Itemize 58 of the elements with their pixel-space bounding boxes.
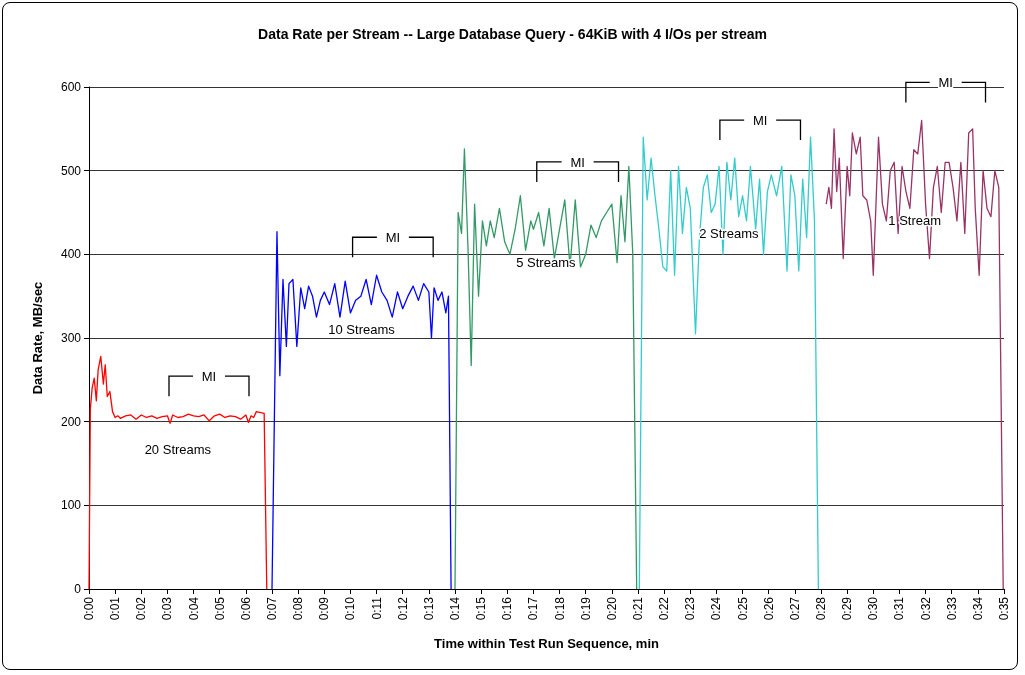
x-tick-label: 0:34: [970, 596, 985, 621]
x-tick-label: 0:09: [317, 596, 332, 621]
x-tick-label: 0:18: [552, 596, 567, 621]
x-tick-label: 0:32: [918, 596, 933, 621]
x-tick-label: 0:28: [814, 596, 828, 621]
x-tick-label: 0:23: [683, 596, 698, 621]
x-tick-label: 0:06: [238, 596, 253, 621]
x-tick-label: 0:20: [604, 596, 619, 621]
x-tick-label: 0:35: [997, 596, 1011, 621]
x-tick-label: 0:03: [160, 596, 175, 621]
line-series: [454, 148, 638, 590]
annotation: MI: [385, 230, 401, 246]
line-series: [825, 119, 1004, 590]
x-tick-label: 0:10: [343, 596, 358, 621]
line-series: [271, 231, 452, 590]
series-label: 20 Streams: [144, 441, 212, 457]
x-tick-label: 0:19: [578, 596, 593, 621]
line-series: [638, 136, 820, 590]
x-tick-label: 0:21: [631, 596, 645, 621]
x-tick-label: 0:25: [735, 596, 750, 621]
chart-title: Data Rate per Stream -- Large Database Query - 64KiB with 4 I/Os per stream: [258, 26, 767, 42]
y-tick-label: 500: [60, 163, 82, 178]
annotation: MI: [938, 75, 953, 91]
x-tick-label: 0:16: [500, 596, 515, 621]
x-tick-label: 0:14: [448, 596, 462, 621]
x-tick-label: 0:04: [186, 596, 201, 621]
x-tick-label: 0:08: [291, 596, 306, 621]
x-tick-label: 0:26: [761, 596, 776, 621]
x-tick-label: 0:24: [709, 596, 724, 621]
y-tick-label: 600: [60, 80, 82, 94]
x-tick-label: 0:07: [265, 596, 279, 621]
x-tick-label: 0:29: [840, 596, 855, 621]
y-axis-title: Data Rate, MB/sec: [30, 281, 45, 395]
x-tick-label: 0:30: [866, 596, 881, 621]
x-tick-label: 0:05: [212, 596, 227, 621]
x-tick-label: 0:02: [134, 596, 149, 621]
x-tick-label: 0:13: [421, 596, 436, 621]
x-tick-label: 0:00: [82, 596, 96, 621]
annotation: MI: [752, 113, 768, 129]
x-axis-title: Time within Test Run Sequence, min: [434, 636, 659, 651]
x-tick-label: 0:12: [395, 596, 410, 621]
x-tick-label: 0:11: [369, 596, 384, 620]
y-tick-label: 400: [60, 247, 82, 262]
y-tick-label: 300: [60, 331, 82, 345]
x-tick-label: 0:31: [892, 596, 907, 621]
y-tick-label: 0: [74, 582, 82, 596]
x-tick-label: 0:01: [108, 596, 123, 621]
y-tick-label: 100: [60, 498, 82, 513]
x-tick-label: 0:27: [787, 596, 802, 621]
y-tick-label: 200: [60, 414, 82, 429]
annotation: MI: [570, 154, 585, 170]
annotation: MI: [201, 369, 217, 385]
x-tick-label: 0:17: [526, 596, 541, 621]
series-label: 10 Streams: [328, 322, 396, 338]
x-tick-label: 0:33: [944, 596, 959, 621]
line-series: [88, 355, 268, 590]
x-tick-label: 0:22: [657, 596, 672, 621]
x-tick-label: 0:15: [474, 596, 489, 621]
